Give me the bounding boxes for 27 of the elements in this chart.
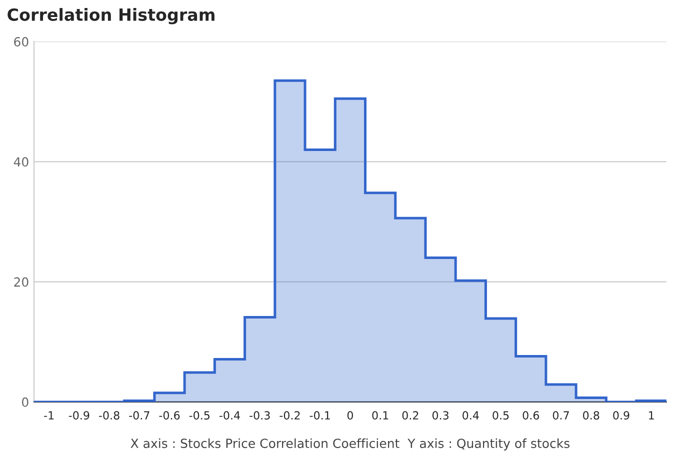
x-tick-label: -0.9: [68, 411, 90, 420]
y-tick-label: 20: [14, 277, 28, 287]
x-tick-label: 0.1: [372, 411, 388, 420]
chart-title: Correlation Histogram: [8, 8, 214, 24]
x-tick-label: 0.5: [492, 411, 509, 420]
x-tick-label: -0.3: [250, 411, 270, 420]
x-axis-title: X axis : Stocks Price Correlation Coefficient Y axis : Quantity of stocks: [130, 438, 570, 450]
x-tick-label: -1: [44, 411, 54, 420]
x-tick-label: -0.4: [219, 411, 240, 420]
x-tick-label: 0.7: [552, 411, 569, 420]
x-tick-label: 0.3: [432, 411, 448, 420]
x-tick-label: -0.7: [129, 411, 150, 420]
y-tick-label: 60: [14, 37, 28, 47]
x-tick-label: 1: [649, 411, 654, 420]
y-tick-label: 40: [14, 157, 28, 167]
x-tick-label: -0.5: [189, 411, 210, 420]
x-tick-label: 0.6: [522, 411, 540, 420]
x-tick-label: -0.6: [159, 411, 180, 420]
x-tick-label: -0.8: [98, 411, 120, 420]
x-tick-label: 0: [347, 411, 353, 420]
y-tick-label: 0: [22, 397, 28, 407]
x-tick-label: 0.9: [613, 411, 630, 420]
x-tick-label: -0.1: [310, 411, 330, 420]
x-tick-label: 0.2: [402, 411, 418, 420]
x-tick-label: 0.8: [583, 411, 600, 420]
x-tick-label: -0.2: [280, 411, 300, 420]
x-tick-label: 0.4: [462, 411, 479, 420]
